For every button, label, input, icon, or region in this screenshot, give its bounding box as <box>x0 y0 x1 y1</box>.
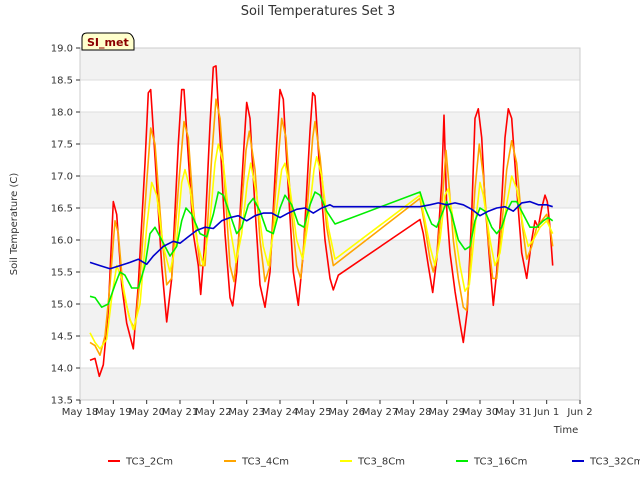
x-tick-label: May 18 <box>62 407 99 418</box>
grid-band <box>80 176 580 208</box>
legend-label: TC3_16Cm <box>473 457 527 468</box>
x-tick-label: May 30 <box>462 407 499 418</box>
x-tick-label: Jun 2 <box>566 407 592 418</box>
x-tick-label: May 26 <box>328 407 365 418</box>
series-line-tc3-32cm <box>89 200 553 270</box>
x-tick-label: May 28 <box>395 407 432 418</box>
site-badge-label: SI_met <box>87 36 129 49</box>
chart-title: Soil Temperatures Set 3 <box>241 4 396 19</box>
x-tick-label: May 19 <box>95 407 132 418</box>
y-tick-label: 13.5 <box>51 396 73 407</box>
legend-label: TC3_8Cm <box>357 457 405 468</box>
series-line-tc3-2cm <box>89 65 554 378</box>
x-tick-label: May 27 <box>362 407 399 418</box>
y-tick-label: 17.0 <box>51 172 73 183</box>
y-tick-label: 19.0 <box>51 44 73 55</box>
plot-frame <box>79 47 581 401</box>
x-tick-label: Jun 1 <box>533 407 559 418</box>
x-axis-label: Time <box>553 425 578 436</box>
legend-label: TC3_4Cm <box>241 457 289 468</box>
legend-label: TC3_2Cm <box>125 457 173 468</box>
grid-band <box>80 48 580 80</box>
x-tick-label: May 24 <box>262 407 299 418</box>
y-tick-label: 16.0 <box>51 236 73 247</box>
y-tick-label: 16.5 <box>51 204 73 215</box>
site-badge: SI_met <box>81 32 135 51</box>
legend: TC3_2Cm TC3_4Cm TC3_8Cm TC3_16Cm TC3_32Cm <box>108 457 640 468</box>
x-tick-label: May 31 <box>495 407 532 418</box>
y-tick-label: 14.0 <box>51 364 73 375</box>
grid-band <box>80 304 580 336</box>
y-tick-label: 15.5 <box>51 268 73 279</box>
x-tick-label: May 22 <box>195 407 232 418</box>
x-tick-label: May 23 <box>228 407 265 418</box>
series-layer <box>89 65 554 378</box>
y-axis-label: Soil Temperature (C) <box>9 173 20 276</box>
y-tick-label: 15.0 <box>51 300 73 311</box>
series-line-tc3-4cm <box>89 98 554 356</box>
x-tick-label: May 20 <box>128 407 165 418</box>
grid-band <box>80 368 580 400</box>
grid-band <box>80 112 580 144</box>
y-tick-label: 17.5 <box>51 140 73 151</box>
site-badge-shape <box>81 32 135 51</box>
y-tick-label: 18.5 <box>51 76 73 87</box>
series-line-tc3-16cm <box>89 191 554 308</box>
x-tick-label: May 25 <box>295 407 332 418</box>
x-tick-label: May 21 <box>162 407 199 418</box>
series-line-tc3-8cm <box>89 143 554 350</box>
y-tick-label: 18.0 <box>51 108 73 119</box>
legend-label: TC3_32Cm <box>589 457 640 468</box>
x-tick-label: May 29 <box>428 407 465 418</box>
y-tick-label: 14.5 <box>51 332 73 343</box>
y-axis-ticks: 13.5 14.0 14.5 15.0 15.5 16.0 16.5 17.0 17.5 18.0… <box>51 44 80 407</box>
